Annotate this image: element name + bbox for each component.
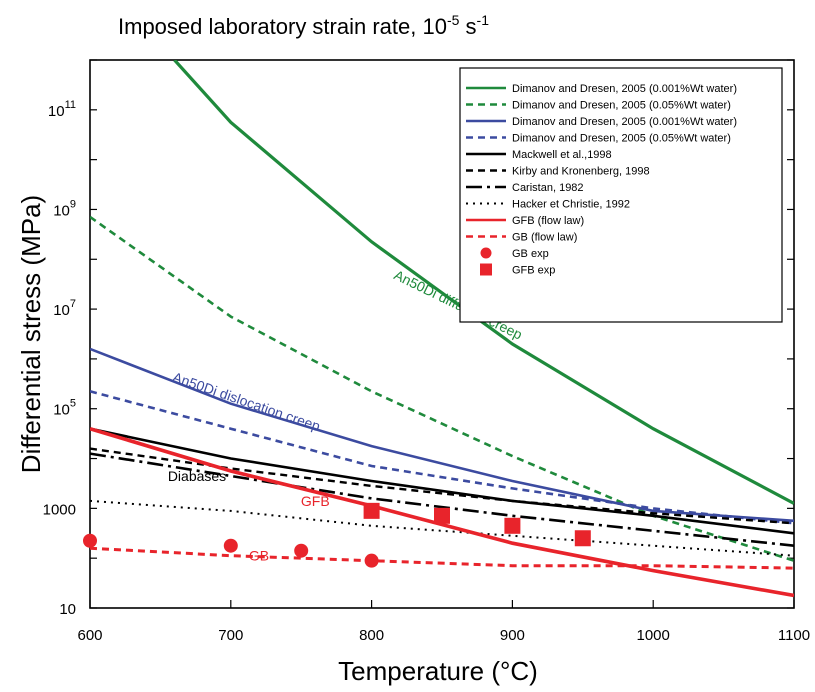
legend-label: Caristan, 1982 bbox=[512, 182, 584, 194]
annotation-label: GB bbox=[249, 548, 269, 564]
legend-label: Dimanov and Dresen, 2005 (0.001%Wt water… bbox=[512, 83, 737, 95]
x-axis-label: Temperature (°C) bbox=[338, 656, 538, 686]
gb-exp-point bbox=[294, 543, 309, 558]
legend-label: Dimanov and Dresen, 2005 (0.001%Wt water… bbox=[512, 116, 737, 128]
series-line-8 bbox=[90, 426, 794, 598]
series-line-1 bbox=[90, 215, 794, 562]
legend-label: Hacker et Christie, 1992 bbox=[512, 199, 630, 211]
x-tick-label: 800 bbox=[359, 627, 384, 644]
gfb-exp-point bbox=[363, 502, 380, 519]
x-tick-label: 1100 bbox=[778, 627, 810, 644]
gb-exp-point bbox=[223, 538, 238, 553]
legend-label: GFB exp bbox=[512, 265, 555, 277]
legend-label: Dimanov and Dresen, 2005 (0.05%Wt water) bbox=[512, 100, 731, 112]
series-line-3 bbox=[90, 390, 794, 525]
x-tick-label: 900 bbox=[500, 627, 525, 644]
chart-title: Imposed laboratory strain rate, 10-5 s-1 bbox=[118, 12, 489, 39]
y-tick-label: 10 bbox=[59, 601, 76, 618]
legend-label: Mackwell et al.,1998 bbox=[512, 149, 612, 161]
gb-exp-point bbox=[83, 533, 97, 548]
legend-label: Kirby and Kronenberg, 1998 bbox=[512, 166, 650, 178]
y-axis-label: Differential stress (MPa) bbox=[16, 195, 46, 473]
legend-label: GFB (flow law) bbox=[512, 215, 584, 227]
x-tick-label: 600 bbox=[77, 627, 102, 644]
series-layer bbox=[90, 60, 794, 598]
series-line-4 bbox=[90, 427, 794, 535]
legend-label: GB exp bbox=[512, 248, 549, 260]
y-tick-label: 1011 bbox=[48, 99, 76, 120]
scatter-layer bbox=[83, 502, 591, 568]
legend-marker-circle bbox=[480, 247, 492, 259]
axes-group: 600 700 800 900 1000 1100 10 1000 105 107 109 1011 bbox=[43, 59, 810, 644]
legend-box bbox=[459, 67, 783, 323]
plot-frame bbox=[89, 59, 795, 609]
series-line-7 bbox=[90, 499, 794, 557]
y-tick-label: 109 bbox=[53, 198, 76, 219]
gb-exp-point bbox=[364, 553, 379, 568]
annotation-label: Diabases bbox=[168, 468, 226, 484]
legend-label: Dimanov and Dresen, 2005 (0.05%Wt water) bbox=[512, 133, 731, 145]
y-tick-label: 105 bbox=[53, 398, 76, 419]
annotation-label: An50Di dislocation creep bbox=[171, 369, 323, 435]
annotation-label: GFB bbox=[301, 493, 330, 509]
x-tick-label: 1000 bbox=[637, 627, 670, 644]
y-tick-label: 1000 bbox=[43, 501, 76, 518]
series-line-5 bbox=[90, 447, 794, 525]
x-tick-label: 700 bbox=[218, 627, 243, 644]
gfb-exp-point bbox=[504, 517, 521, 534]
series-line-6 bbox=[90, 452, 794, 547]
y-tick-label: 107 bbox=[53, 298, 76, 319]
gfb-exp-point bbox=[434, 507, 450, 524]
series-line-0 bbox=[173, 60, 794, 505]
legend: Dimanov and Dresen, 2005 (0.001%Wt water… bbox=[459, 67, 783, 323]
series-line-2 bbox=[90, 347, 794, 523]
gfb-exp-point bbox=[574, 530, 591, 547]
legend-label: GB (flow law) bbox=[512, 232, 577, 244]
legend-marker-square bbox=[480, 263, 492, 276]
series-line-9 bbox=[90, 546, 794, 570]
